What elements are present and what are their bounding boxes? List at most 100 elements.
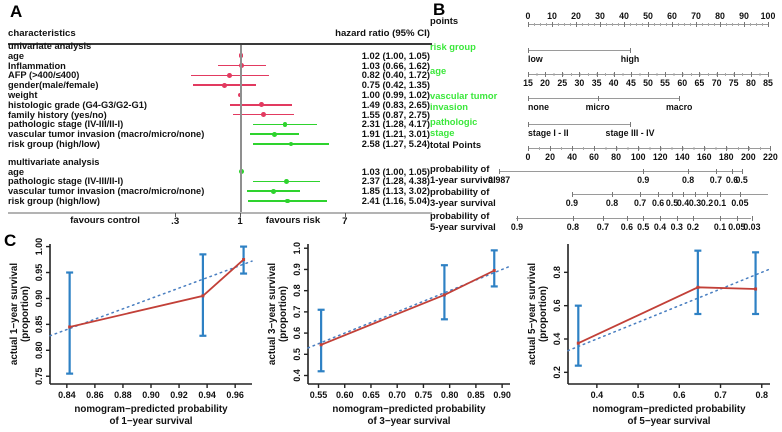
nomogram-tick xyxy=(571,192,573,197)
nomogram-tick xyxy=(672,22,673,27)
nomogram-tick-label: 65 xyxy=(694,78,705,88)
forest-row-label: AFP (>400/≤400) xyxy=(8,70,80,81)
nomogram-row-label-line: pathologic xyxy=(430,116,478,127)
nomogram-row-label-line: 3-year survival xyxy=(430,197,496,208)
forest-row-label: risk group (high/low) xyxy=(8,139,100,149)
forest-row-label: family history (yes/no) xyxy=(8,109,107,120)
nomogram-tick-label: 90 xyxy=(739,11,749,21)
nomogram-tick-label: 0.03 xyxy=(743,222,761,232)
nomogram-tick xyxy=(660,216,661,221)
x-tick-label: 0.86 xyxy=(86,390,104,400)
nomogram-tick xyxy=(699,72,701,77)
nomogram-tick-label: 0.6 xyxy=(651,198,665,208)
nomogram-tick-label: 80 xyxy=(715,11,725,21)
forest-reference-line xyxy=(240,45,242,212)
nomogram-tick xyxy=(736,216,738,221)
calibration-point xyxy=(442,293,446,297)
nomogram-tick xyxy=(643,169,645,174)
forest-hr-value: 1.55 (0.87, 2.75) xyxy=(361,109,430,120)
nomogram-tick xyxy=(696,22,697,27)
x-tick-label: 0.4 xyxy=(591,390,604,400)
nomogram-tick-label: 45 xyxy=(626,78,636,88)
nomogram-row-label-line: total Points xyxy=(430,139,482,150)
y-axis-label: (proportion) xyxy=(538,286,549,342)
y-tick-label: 0.6 xyxy=(292,327,302,340)
calibration-plot-3-year: 0.55 0.60 0.65 0.70 0.75 0.80 0.85 0.90 0.4 0.5 0.… xyxy=(264,236,516,432)
forest-hr-value: 2.58 (1.27, 5.24) xyxy=(361,139,430,149)
nomogram-tick xyxy=(624,22,625,27)
nomogram-tick xyxy=(528,146,529,151)
nomogram-tick xyxy=(597,96,599,101)
nomogram-tick xyxy=(616,146,618,151)
forest-row-label: weight xyxy=(8,90,38,100)
nomogram-tick xyxy=(572,216,574,221)
nomogram-tick-label: 220 xyxy=(763,152,778,162)
nomogram-tick-label: 0.7 xyxy=(596,222,609,232)
nomogram-tick-label: 0 xyxy=(525,11,531,21)
nomogram-tick-label: 20 xyxy=(545,152,555,162)
nomogram-tick-label: 140 xyxy=(674,152,690,162)
nomogram-tick-label: 0.3 xyxy=(688,198,702,208)
nomogram-tick xyxy=(594,146,595,151)
nomogram-tick-label: 0.4 xyxy=(676,198,690,208)
nomogram-tick-label: 0.6 xyxy=(620,222,633,232)
nomogram-tick-label: micro xyxy=(585,102,610,112)
nomogram-row-label-line: probability of xyxy=(430,163,490,174)
nomogram-tick xyxy=(528,122,529,127)
nomogram-tick-label: 0.5 xyxy=(637,222,650,232)
nomogram-tick xyxy=(682,146,684,151)
forest-axis-tick xyxy=(240,213,241,217)
y-tick-label: 0.7 xyxy=(292,306,302,319)
nomogram-axis-minor-ticks xyxy=(528,147,771,150)
x-tick-label: 0.96 xyxy=(226,390,244,400)
nomogram-tick xyxy=(695,192,697,197)
forest-row-label: age xyxy=(8,166,25,177)
x-tick-label: 0.80 xyxy=(441,390,459,400)
nomogram-tick xyxy=(750,72,752,77)
nomogram-tick xyxy=(545,72,547,77)
forest-marker xyxy=(270,188,276,194)
y-tick-label: 0.8 xyxy=(552,266,562,279)
nomogram-tick-label: 100 xyxy=(630,152,646,162)
nomogram-row-label-prob-1yr-survival: probability of 1-year survival xyxy=(430,163,526,185)
forest-col-header-characteristics: characteristics xyxy=(8,28,76,39)
nomogram-tick xyxy=(770,146,772,151)
nomogram-tick xyxy=(602,216,604,221)
nomogram-tick xyxy=(648,22,649,27)
nomogram-tick-label: 35 xyxy=(591,78,602,88)
nomogram-tick-label: 60 xyxy=(677,78,688,88)
nomogram-tick xyxy=(648,72,649,77)
nomogram-tick-label: 0 xyxy=(525,152,531,162)
nomogram-row-label-line: age xyxy=(430,65,447,76)
forest-marker xyxy=(222,82,227,88)
nomogram-tick-label: 0.9 xyxy=(565,198,579,208)
forest-hr-value: 0.82 (0.40, 1.72) xyxy=(361,70,430,81)
x-tick-label: 0.65 xyxy=(362,390,380,400)
y-tick-label: 0.95 xyxy=(34,264,44,282)
nomogram-tick-label: 0.9 xyxy=(510,222,524,232)
nomogram-tick xyxy=(528,48,529,53)
nomogram-tick-label: low xyxy=(528,54,543,64)
nomogram-tick-label: 0.987 xyxy=(488,175,511,185)
calibration-plot-1-year: 0.84 0.86 0.88 0.90 0.92 0.94 0.96 0.75 0.80 0.85… xyxy=(6,236,258,432)
nomogram-tick xyxy=(600,22,601,27)
nomogram-tick xyxy=(658,192,660,197)
nomogram-tick-label: 0.4 xyxy=(653,222,667,232)
forest-hr-value: 2.31 (1.28, 4.17) xyxy=(361,119,430,130)
nomogram-tick xyxy=(552,22,553,27)
calibration-line xyxy=(577,286,756,345)
nomogram-row-label-line: probability of xyxy=(430,210,490,221)
x-axis-label: of 3−year survival xyxy=(367,416,450,427)
nomogram-tick xyxy=(768,72,769,77)
y-axis-label: actual 1−year survival xyxy=(9,263,20,365)
forest-marker xyxy=(272,131,278,137)
forest-axis-rule xyxy=(8,212,432,214)
forest-row-label: pathologic stage (IV-III/II-I) xyxy=(8,176,124,187)
forest-axis-tick-label: 7 xyxy=(342,216,348,227)
nomogram-tick xyxy=(612,192,613,197)
nomogram-axis-line xyxy=(528,124,630,126)
nomogram-tick xyxy=(643,216,645,221)
nomogram-tick-label: 25 xyxy=(557,78,568,88)
nomogram-tick xyxy=(692,216,694,221)
nomogram-row-label-line: risk group xyxy=(430,41,476,52)
